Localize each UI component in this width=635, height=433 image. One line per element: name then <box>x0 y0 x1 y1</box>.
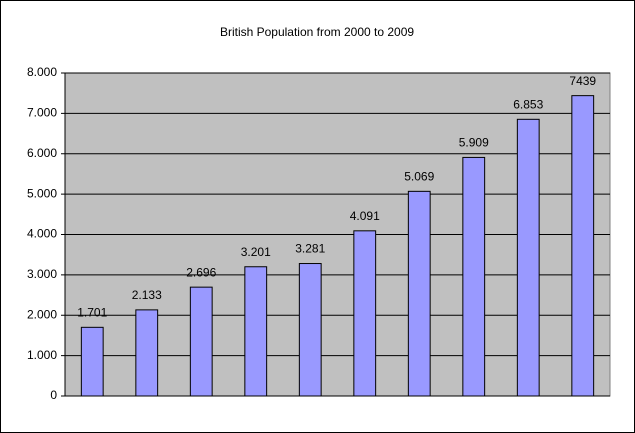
data-label: 5.909 <box>459 136 489 150</box>
y-tick-label: 2.000 <box>27 307 57 321</box>
bar <box>353 230 377 397</box>
bar <box>407 190 431 397</box>
y-tick-label: 3.000 <box>27 267 57 281</box>
bar <box>298 263 322 397</box>
bar <box>516 118 540 397</box>
y-tick-label: 1.000 <box>27 348 57 362</box>
data-label: 4.091 <box>350 209 380 223</box>
data-label: 5.069 <box>404 170 434 184</box>
y-tick-label: 6.000 <box>27 146 57 160</box>
data-label: 7439 <box>569 74 596 88</box>
y-tick-label: 5.000 <box>27 186 57 200</box>
bar <box>244 266 268 397</box>
bar <box>135 309 159 397</box>
data-label: 6.853 <box>513 97 543 111</box>
y-tick-label: 0 <box>50 388 57 402</box>
bar <box>462 156 486 397</box>
data-label: 1.701 <box>77 305 107 319</box>
bar <box>571 95 595 397</box>
chart-title: British Population from 2000 to 2009 <box>220 25 414 39</box>
data-label: 2.133 <box>132 288 162 302</box>
data-label: 2.696 <box>186 265 216 279</box>
y-tick-label: 8.000 <box>27 65 57 79</box>
data-label: 3.201 <box>241 245 271 259</box>
bar <box>80 326 104 397</box>
data-label: 3.281 <box>295 242 325 256</box>
bar <box>189 286 213 397</box>
y-tick-label: 4.000 <box>27 227 57 241</box>
y-tick-label: 7.000 <box>27 106 57 120</box>
